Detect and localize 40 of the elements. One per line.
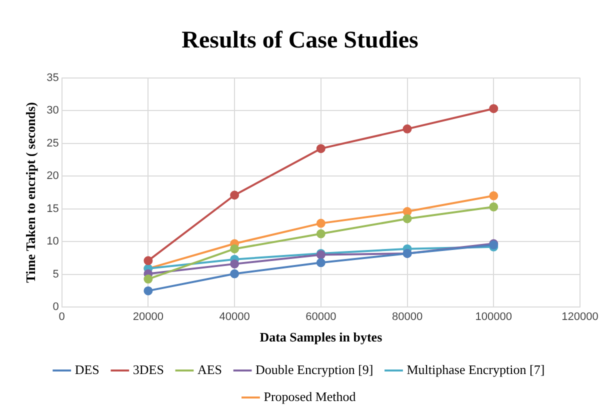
point [230, 244, 240, 254]
x-axis-title: Data Samples in bytes [260, 330, 382, 345]
point [489, 191, 498, 200]
legend-label: Double Encryption [9] [256, 362, 374, 377]
point [316, 258, 326, 268]
legend-label: Proposed Method [264, 388, 356, 404]
point [230, 190, 240, 200]
y-tick-label: 15 [46, 202, 59, 215]
y-tick-label: 30 [46, 104, 59, 117]
x-tick-label: 20000 [132, 310, 164, 323]
point [316, 218, 326, 228]
y-tick-label: 0 [52, 301, 59, 314]
legend-label: Multiphase Encryption [7] [406, 362, 545, 377]
point [489, 202, 498, 212]
point [316, 144, 326, 154]
point [144, 256, 153, 266]
x-tick-label: 100000 [475, 310, 512, 323]
legend-label: 3DES [132, 362, 164, 377]
point [230, 269, 240, 278]
y-tick-label: 5 [52, 268, 59, 280]
point [489, 104, 498, 114]
point [144, 286, 153, 296]
legend-label: DES [74, 362, 100, 377]
point [402, 214, 412, 224]
point [144, 274, 153, 284]
point [230, 259, 240, 268]
chart-title: Results of Case Studies [182, 28, 418, 54]
x-tick-label: 60000 [306, 310, 336, 323]
y-axis-title: Time Taken to encript ( seconds) [23, 102, 38, 283]
point [316, 229, 326, 238]
y-tick-label: 10 [46, 236, 59, 248]
legend-label: AES [197, 362, 222, 377]
x-tick-label: 40000 [219, 310, 250, 323]
point [402, 124, 412, 134]
x-tick-label: 80000 [392, 310, 423, 323]
point [402, 207, 412, 216]
y-tick-label: 35 [46, 72, 59, 84]
x-tick-label: 120000 [562, 310, 598, 323]
y-tick-label: 25 [46, 137, 59, 150]
y-tick-label: 20 [46, 170, 59, 182]
